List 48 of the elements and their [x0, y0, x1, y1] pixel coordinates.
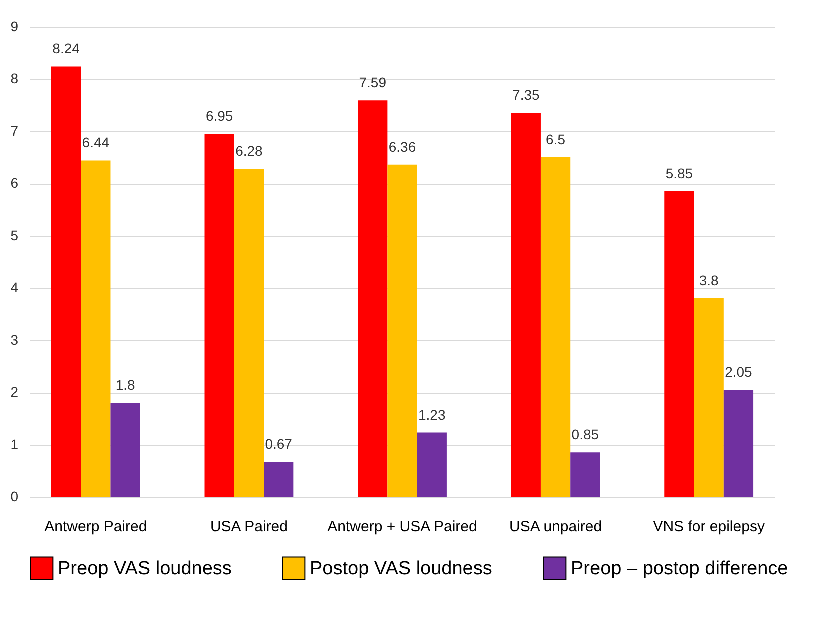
- y-tick-label: 6: [10, 175, 19, 192]
- x-tick-label: USA unpaired: [510, 518, 602, 536]
- data-label: 1.8: [116, 377, 136, 393]
- data-label: 8.24: [52, 40, 80, 57]
- data-label: 5.85: [666, 166, 694, 182]
- bar: [110, 403, 140, 497]
- data-label: 3.8: [699, 272, 720, 289]
- data-label: 6.28: [236, 143, 264, 160]
- data-label: 1.23: [418, 406, 446, 423]
- y-tick-label: 2: [10, 384, 19, 400]
- data-label: 6.5: [546, 132, 566, 148]
- data-label: 7.59: [359, 74, 387, 91]
- bar: [417, 432, 447, 497]
- x-tick-label: Antwerp Paired: [44, 518, 148, 536]
- data-label: 6.95: [206, 108, 234, 124]
- x-tick-label: VNS for epilepsy: [653, 518, 766, 536]
- legend-label: Postop VAS loudness: [310, 558, 492, 580]
- bar: [204, 134, 234, 497]
- bar: [51, 66, 82, 497]
- bar: [81, 160, 111, 497]
- x-tick-label: Antwerp + USA Paired: [328, 518, 478, 536]
- data-label: 7.35: [512, 87, 540, 104]
- legend-label: Preop – postop difference: [571, 558, 788, 580]
- bar: [388, 164, 418, 497]
- y-tick-label: 3: [10, 332, 19, 348]
- bar: [664, 192, 694, 497]
- y-tick-label: 7: [10, 122, 19, 139]
- bar: [264, 462, 294, 497]
- data-label: 0.67: [265, 436, 293, 452]
- data-label: 6.44: [82, 134, 110, 151]
- y-tick-label: 4: [10, 280, 19, 296]
- data-label: 0.85: [572, 426, 600, 443]
- bar: [570, 452, 600, 497]
- bar: [540, 158, 571, 497]
- y-tick-label: 0: [10, 488, 19, 504]
- legend-label: Preop VAS loudness: [58, 558, 232, 580]
- y-tick-label: 8: [10, 70, 19, 87]
- data-label: 2.05: [725, 364, 753, 380]
- y-tick-label: 9: [10, 18, 19, 34]
- bar: [511, 113, 541, 497]
- bar: [234, 169, 264, 497]
- bar: [694, 298, 724, 497]
- data-label: 6.36: [388, 138, 416, 155]
- y-tick-label: 1: [10, 436, 19, 452]
- bar: [358, 100, 388, 497]
- x-tick-label: USA Paired: [210, 518, 288, 536]
- y-tick-label: 5: [10, 227, 19, 244]
- bar: [724, 390, 754, 497]
